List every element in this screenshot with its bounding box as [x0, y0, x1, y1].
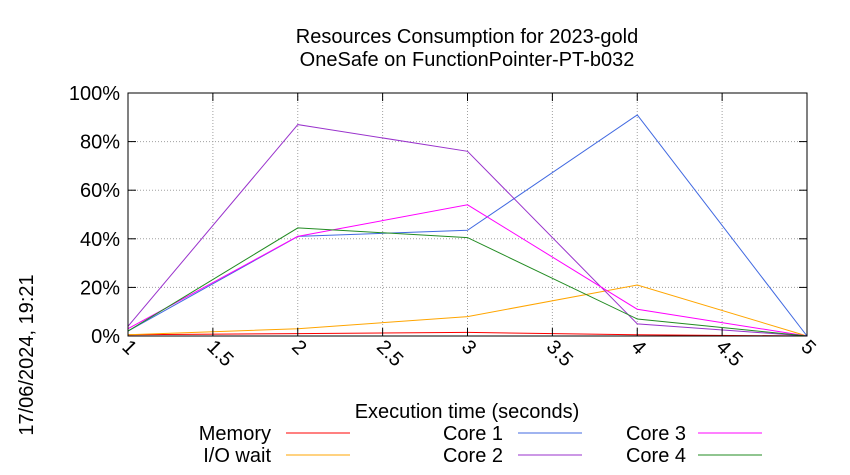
x-tick-label: 3.5: [542, 336, 577, 371]
y-tick-label: 40%: [80, 229, 120, 251]
y-tick-label: 60%: [80, 180, 120, 202]
legend-label: I/O wait: [203, 445, 271, 467]
legend-label: Core 4: [626, 445, 686, 467]
legend-label: Core 1: [443, 423, 503, 445]
series-lines: [127, 114, 808, 337]
x-tick-label: 4: [627, 336, 650, 359]
x-tick-label: 4.5: [712, 336, 747, 371]
legend-label: Core 2: [443, 445, 503, 467]
timestamp-label: 17/06/2024, 19:21: [16, 274, 38, 435]
y-tick-label: 80%: [80, 132, 120, 154]
x-tick-label: 3: [457, 336, 480, 359]
legend-label: Core 3: [626, 423, 686, 445]
x-tick-label: 2: [287, 336, 310, 359]
series-line-core-4: [127, 227, 808, 337]
x-tick-label: 5: [796, 336, 819, 359]
x-tick-label: 2.5: [372, 336, 407, 371]
chart-subtitle: OneSafe on FunctionPointer-PT-b032: [300, 49, 635, 71]
x-tick-label: 1.5: [202, 336, 237, 371]
y-tick-label: 20%: [80, 277, 120, 299]
series-line-core-3: [127, 204, 808, 337]
series-line-core-1: [127, 114, 808, 337]
x-tick-label: 1: [117, 336, 140, 359]
y-tick-label: 0%: [91, 326, 120, 348]
grid-lines: [128, 93, 807, 336]
y-axis-ticks: 0% 20% 40% 60% 80% 100%: [69, 83, 807, 348]
legend-label: Memory: [199, 423, 271, 445]
series-line-i-o-wait: [127, 284, 808, 337]
series-line-core-2: [127, 124, 808, 337]
chart-title: Resources Consumption for 2023-gold: [296, 26, 638, 48]
y-tick-label: 100%: [69, 83, 120, 105]
x-axis-label: Execution time (seconds): [355, 401, 580, 423]
